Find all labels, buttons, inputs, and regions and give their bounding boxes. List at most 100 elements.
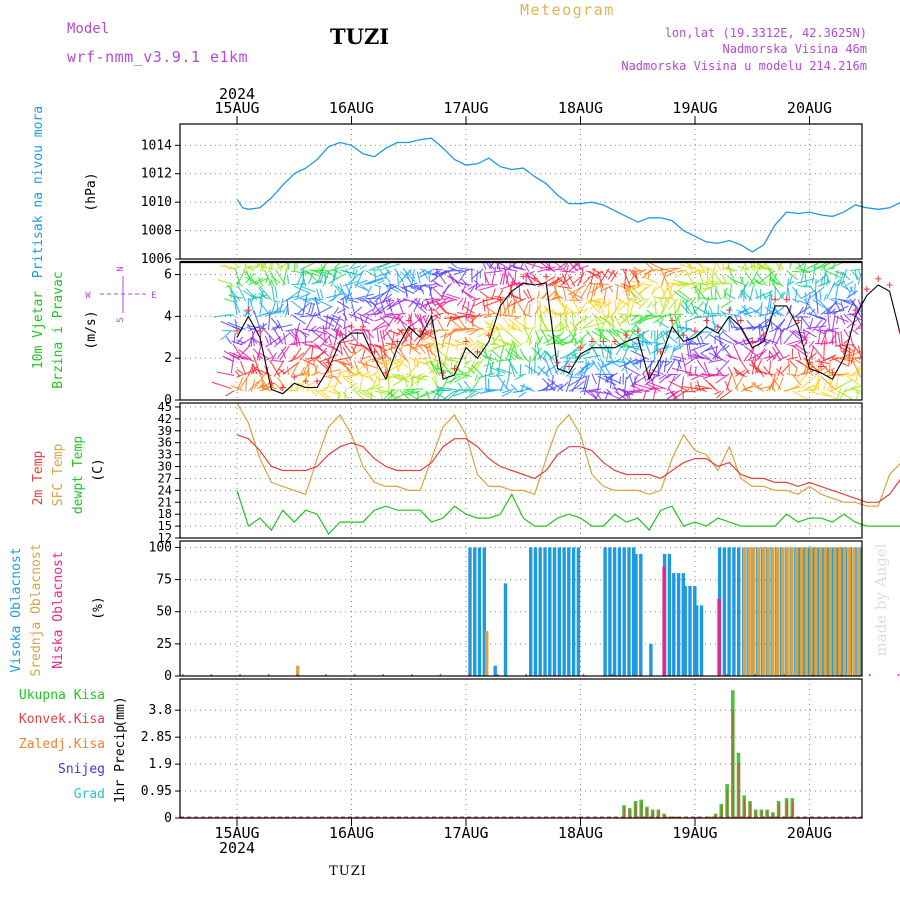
wind-vector xyxy=(629,375,647,387)
wind-vector xyxy=(734,279,747,287)
wind-vector xyxy=(628,271,639,284)
wind-vector xyxy=(828,361,831,374)
cloud-baseline-mark xyxy=(296,674,298,676)
wind-vector xyxy=(706,282,721,285)
wind-vector xyxy=(491,334,500,346)
wind-vector xyxy=(398,268,413,284)
wind-vector xyxy=(434,367,455,375)
wind-vector xyxy=(385,312,394,316)
wind-vector xyxy=(245,378,248,392)
wind-vector xyxy=(624,343,636,352)
wind-vector xyxy=(794,288,798,302)
wind-vector xyxy=(245,276,261,286)
x-tick-label-top: 16AUG xyxy=(329,99,374,117)
cloud-high-bar xyxy=(622,547,626,676)
wind-vector xyxy=(734,306,752,317)
wind-vector xyxy=(368,383,380,390)
wind-vector xyxy=(656,320,670,329)
wind-vector xyxy=(368,373,376,384)
wind-vector xyxy=(849,384,858,390)
wind-vector xyxy=(316,288,321,301)
y-tick-label: 30 xyxy=(158,460,172,474)
wind-vector xyxy=(273,359,285,377)
y-tick-label: 25 xyxy=(156,637,172,652)
wind-vector xyxy=(672,343,682,351)
wind-vector xyxy=(690,342,710,352)
wind-vector xyxy=(840,284,848,290)
wind-vector xyxy=(827,373,833,392)
wind-vector xyxy=(536,343,541,361)
wind-gust-mark xyxy=(428,307,435,314)
cloud-high-bar xyxy=(617,547,622,676)
wind-vector xyxy=(846,375,862,387)
wind-vector xyxy=(537,308,547,315)
wind-vector xyxy=(597,361,608,379)
cloud-high-bar xyxy=(812,547,816,676)
wind-vector xyxy=(691,301,705,317)
wind-vector xyxy=(683,357,696,367)
wind-vector xyxy=(316,344,323,352)
wind-vector xyxy=(317,330,328,335)
cloud-baseline-mark xyxy=(239,674,241,676)
wind-vector xyxy=(455,281,472,286)
wind-vector xyxy=(426,342,435,349)
wind-vector xyxy=(403,388,424,391)
wind-vector xyxy=(580,281,592,299)
wind-vector xyxy=(277,377,287,390)
wind-vector xyxy=(598,301,607,310)
wind-vector xyxy=(498,314,518,318)
wind-vector xyxy=(798,285,808,288)
wind-vector xyxy=(561,273,570,287)
wind-vector xyxy=(539,312,547,331)
wind-vector xyxy=(447,271,458,284)
wind-vector xyxy=(834,301,841,311)
wind-vector xyxy=(639,333,653,346)
wind-vector xyxy=(766,297,771,317)
wind-vector xyxy=(849,268,861,272)
cloud-label-mid: Srednja Oblacnost xyxy=(29,543,44,676)
wind-vector xyxy=(411,285,424,292)
wind-vector xyxy=(797,359,810,370)
wind-vector xyxy=(458,271,467,282)
cloud-high-bar xyxy=(727,547,731,676)
wind-vector xyxy=(542,378,556,392)
wind-vector xyxy=(499,345,505,359)
wind-vector xyxy=(672,358,684,363)
wind-vector xyxy=(664,343,670,354)
wind-vector xyxy=(537,266,556,273)
wind-vector xyxy=(422,299,441,307)
wind-vector xyxy=(635,357,647,363)
wind-vector xyxy=(800,263,807,284)
wind-vector xyxy=(382,329,386,341)
wind-gust-mark xyxy=(554,359,561,366)
wind-vector xyxy=(537,351,546,360)
wind-vector xyxy=(342,360,351,375)
wind-vector xyxy=(409,373,424,380)
wind-vector xyxy=(387,390,398,400)
wind-vector xyxy=(233,262,241,269)
wind-vector xyxy=(490,349,504,361)
wind-vector xyxy=(239,374,250,389)
wind-vector xyxy=(826,388,837,395)
wind-vector xyxy=(574,315,590,327)
wind-vector xyxy=(420,391,435,398)
wind-vector xyxy=(851,271,860,280)
wind-vector xyxy=(477,285,495,291)
cloud-high-bar xyxy=(503,583,508,676)
cloud-high-bar xyxy=(468,547,472,676)
wind-vector xyxy=(228,294,243,299)
wind-vector xyxy=(633,269,644,273)
wind-gust-mark xyxy=(291,374,298,380)
wind-vector xyxy=(699,262,705,272)
wind-vector xyxy=(258,292,269,300)
wind-vector xyxy=(451,329,461,331)
wind-vector xyxy=(247,323,252,331)
y-tick-label: 3.8 xyxy=(149,703,172,718)
wind-vector xyxy=(285,290,301,302)
wind-vector xyxy=(826,328,835,333)
wind-vector xyxy=(851,359,862,378)
wind-vector xyxy=(247,325,266,330)
wind-vector xyxy=(331,314,345,322)
wind-vector xyxy=(473,280,481,287)
x-tick-label-top: 19AUG xyxy=(672,99,717,117)
